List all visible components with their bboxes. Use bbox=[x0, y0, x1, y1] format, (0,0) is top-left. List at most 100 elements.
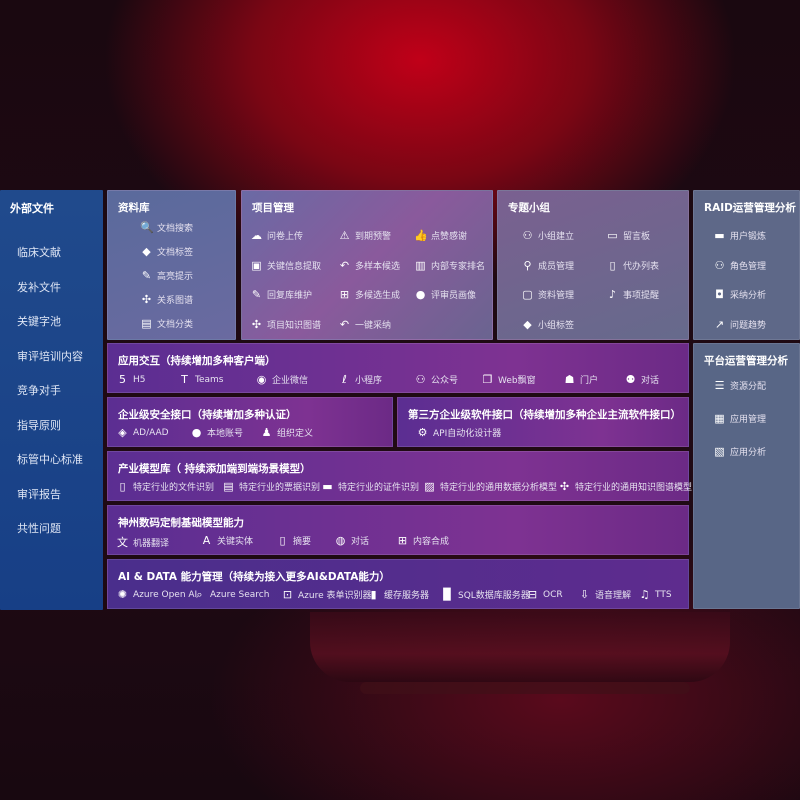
group-item[interactable]: ⚲ 成员管理 bbox=[521, 259, 574, 272]
library-item[interactable]: 🔍 文档搜索 bbox=[140, 221, 193, 234]
item-label: 特定行业的票据识别 bbox=[239, 483, 321, 493]
library-item[interactable]: ✣ 关系图谱 bbox=[140, 293, 193, 306]
app-interaction-item[interactable]: 5 H5 bbox=[116, 373, 146, 386]
ai-data-item[interactable]: ✺ Azure Open AI bbox=[116, 588, 197, 601]
reply-icon: ↶ bbox=[339, 317, 350, 331]
ai-data-item[interactable]: ⌕ Azure Search bbox=[193, 588, 269, 602]
app-interaction-item[interactable]: ⚇ 公众号 bbox=[414, 373, 458, 386]
project-item[interactable]: ● 评审员画像 bbox=[414, 288, 476, 301]
html5-icon: 5 bbox=[119, 373, 126, 386]
raid-item[interactable]: ⚇ 角色管理 bbox=[713, 259, 766, 272]
group-item[interactable]: ▢ 资料管理 bbox=[521, 288, 574, 301]
sidebar-item[interactable]: 发补文件 bbox=[17, 280, 61, 294]
summary-icon: ▯ bbox=[279, 534, 286, 547]
sidebar-item[interactable]: 审评报告 bbox=[17, 487, 61, 501]
item-label: 特定行业的文件识别 bbox=[133, 483, 215, 493]
project-item[interactable]: ▥ 内部专家排名 bbox=[414, 259, 485, 272]
sidebar-item[interactable]: 竞争对手 bbox=[17, 384, 61, 397]
tag-icon: ◆ bbox=[523, 317, 532, 331]
item-label: Web飘窗 bbox=[498, 376, 536, 386]
project-item[interactable]: 👍 点赞感谢 bbox=[414, 229, 467, 242]
diamond-icon: ◈ bbox=[118, 426, 127, 439]
group-item[interactable]: ♪ 事项提醒 bbox=[606, 288, 659, 301]
item-label: 到期预警 bbox=[355, 232, 392, 242]
item-label: 回复库维护 bbox=[267, 291, 313, 301]
raid-item[interactable]: ▬ 用户锻炼 bbox=[713, 229, 766, 242]
base-model-item[interactable]: A 关键实体 bbox=[200, 534, 253, 547]
project-item[interactable]: ✎ 回复库维护 bbox=[250, 288, 312, 301]
platform-item[interactable]: ▧ 应用分析 bbox=[713, 445, 766, 458]
base-model-item[interactable]: ▯ 摘要 bbox=[276, 534, 311, 547]
library-item[interactable]: ✎ 高亮提示 bbox=[140, 269, 193, 282]
third-party-item[interactable]: ⚙ API自动化设计器 bbox=[416, 426, 502, 439]
app-interaction-item[interactable]: ◉ 企业微信 bbox=[255, 373, 308, 386]
security-item[interactable]: ● 本地账号 bbox=[190, 426, 243, 439]
sidebar-item[interactable]: 共性问题 bbox=[17, 522, 61, 535]
ai-data-item[interactable]: ▮ 缓存服务器 bbox=[367, 588, 429, 601]
ai-data-item[interactable]: ▉ SQL数据库服务器 bbox=[441, 588, 530, 601]
sidebar-item[interactable]: 审评培训内容 bbox=[17, 349, 83, 363]
ai-data-item[interactable]: ♫ TTS bbox=[638, 588, 672, 601]
project-item[interactable]: ✣ 项目知识图谱 bbox=[250, 318, 321, 331]
security-item[interactable]: ♟ 组织定义 bbox=[260, 426, 313, 439]
form-icon: ⊡ bbox=[282, 588, 293, 601]
industry-item[interactable]: ▬ 特定行业的证件识别 bbox=[321, 480, 419, 493]
sidebar-item[interactable]: 指导原则 bbox=[17, 418, 61, 432]
ranking-icon: ▥ bbox=[415, 258, 426, 272]
graph-icon: ✣ bbox=[559, 480, 570, 493]
item-label: OCR bbox=[543, 589, 563, 600]
project-item[interactable]: ⊞ 多候选生成 bbox=[338, 288, 400, 301]
app-interaction-item[interactable]: ⚉ 对话 bbox=[624, 373, 659, 386]
project-item[interactable]: ↶ 多样本候选 bbox=[338, 259, 400, 272]
app-interaction-item[interactable]: ☗ 门户 bbox=[563, 373, 598, 386]
app-interaction-item[interactable]: T Teams bbox=[178, 373, 223, 386]
project-item[interactable]: ⚠ 到期预警 bbox=[338, 229, 391, 242]
industry-item[interactable]: ▯ 特定行业的文件识别 bbox=[116, 480, 214, 493]
item-label: SQL数据库服务器 bbox=[458, 591, 530, 601]
platform-item[interactable]: ☰ 资源分配 bbox=[713, 379, 766, 392]
users-icon: ⚇ bbox=[714, 258, 725, 272]
group-item[interactable]: ◆ 小组标签 bbox=[521, 318, 574, 331]
id-card-icon: ▬ bbox=[714, 229, 725, 242]
users-icon: ⚇ bbox=[522, 229, 533, 242]
base-model-item[interactable]: ◍ 对话 bbox=[334, 534, 369, 547]
industry-item[interactable]: ✣ 特定行业的通用知识图谱模型 bbox=[558, 480, 692, 493]
group-item[interactable]: ▯ 代办列表 bbox=[606, 259, 659, 272]
platform-item[interactable]: ▦ 应用管理 bbox=[713, 412, 766, 425]
project-item[interactable]: ☁ 问卷上传 bbox=[250, 229, 303, 242]
industry-item[interactable]: ▤ 特定行业的票据识别 bbox=[222, 480, 320, 493]
sidebar-item[interactable]: 标管中心标准 bbox=[17, 453, 83, 466]
project-item[interactable]: ↶ 一键采纳 bbox=[338, 318, 391, 331]
ai-data-item[interactable]: ⇩ 语音理解 bbox=[578, 588, 631, 601]
sidebar-item[interactable]: 关键字池 bbox=[17, 315, 61, 328]
item-label: 内部专家排名 bbox=[431, 261, 486, 272]
miniprogram-icon: ℓ bbox=[342, 373, 347, 386]
browser-icon: ▣ bbox=[251, 258, 262, 272]
group-item[interactable]: ▭ 留言板 bbox=[606, 229, 650, 242]
library-item[interactable]: ◆ 文档标签 bbox=[140, 245, 193, 258]
security-item[interactable]: ◈ AD/AAD bbox=[116, 426, 168, 439]
portal-icon: ☗ bbox=[564, 373, 575, 386]
speech-icon: ⇩ bbox=[579, 588, 590, 601]
library-item[interactable]: ▤ 文档分类 bbox=[140, 317, 193, 330]
base-model-item[interactable]: 文机器翻译 bbox=[116, 534, 169, 550]
raid-item[interactable]: ↗ 问题趋势 bbox=[713, 318, 766, 331]
graph-icon: ✣ bbox=[141, 293, 152, 306]
sidebar-item[interactable]: 临床文献 bbox=[17, 246, 61, 259]
ai-data-item[interactable]: ⊡ Azure 表单识别器 bbox=[281, 588, 372, 601]
base-model-item[interactable]: ⊞ 内容合成 bbox=[396, 534, 449, 547]
thumbs-up-icon: 👍 bbox=[414, 229, 428, 242]
raid-analysis-panel: RAID运营管理分析 bbox=[693, 190, 800, 340]
cache-icon: ▮ bbox=[370, 588, 377, 601]
app-interaction-item[interactable]: ❐ Web飘窗 bbox=[481, 373, 536, 386]
project-item[interactable]: ▣ 关键信息提取 bbox=[250, 259, 321, 272]
group-item[interactable]: ⚇ 小组建立 bbox=[521, 229, 574, 242]
item-label: 角色管理 bbox=[730, 261, 767, 272]
tts-icon: ♫ bbox=[639, 588, 650, 601]
app-interaction-item[interactable]: ℓ 小程序 bbox=[338, 373, 382, 386]
item-label: 评审员画像 bbox=[431, 291, 477, 301]
raid-item[interactable]: ◘ 采纳分析 bbox=[713, 288, 766, 301]
ai-data-item[interactable]: ⊟ OCR bbox=[526, 588, 563, 601]
item-label: H5 bbox=[133, 374, 146, 385]
industry-item[interactable]: ▨ 特定行业的通用数据分析模型 bbox=[423, 480, 557, 493]
